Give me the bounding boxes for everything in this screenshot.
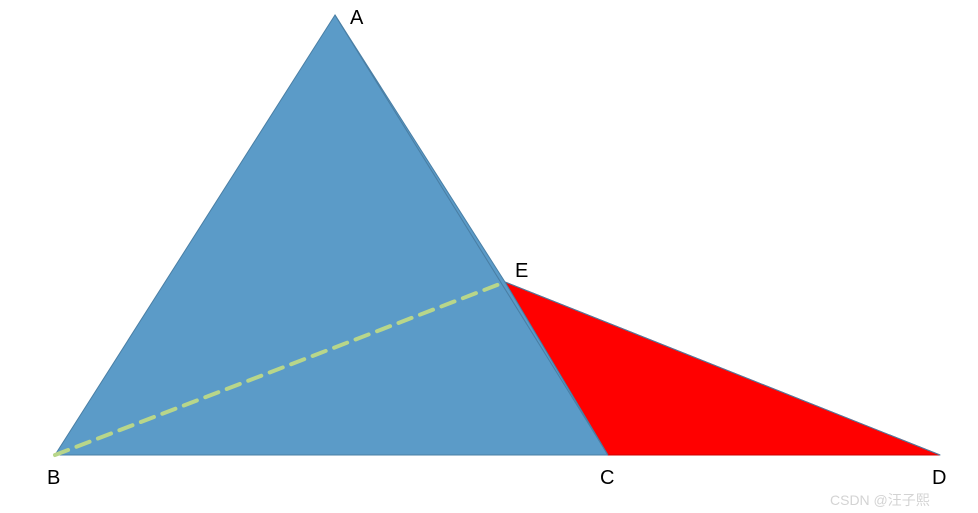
triangle-ABC	[55, 15, 608, 455]
watermark-text: CSDN @汪子熙	[830, 490, 930, 510]
label-A: A	[350, 7, 363, 30]
label-C: C	[600, 467, 614, 490]
geometry-diagram	[0, 0, 978, 508]
label-B: B	[47, 467, 60, 490]
label-D: D	[932, 467, 946, 490]
label-E: E	[515, 260, 528, 283]
diagram-svg	[0, 0, 978, 508]
